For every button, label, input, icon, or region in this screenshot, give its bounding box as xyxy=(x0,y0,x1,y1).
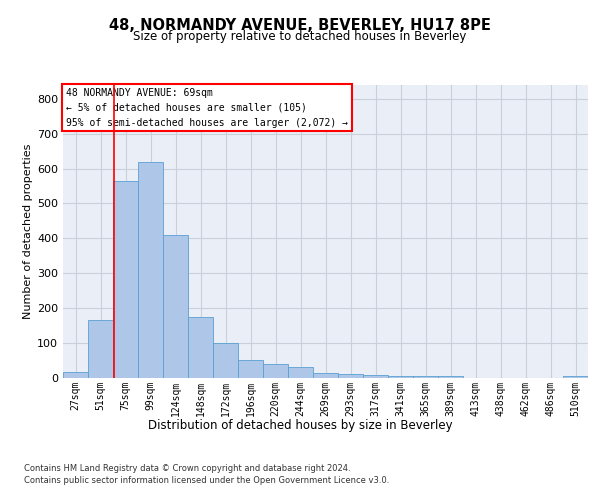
Bar xyxy=(213,342,238,378)
Bar xyxy=(63,372,88,378)
Bar xyxy=(413,376,438,378)
Bar xyxy=(138,162,163,378)
Text: Contains HM Land Registry data © Crown copyright and database right 2024.: Contains HM Land Registry data © Crown c… xyxy=(24,464,350,473)
Bar xyxy=(363,374,388,378)
Bar xyxy=(388,376,413,378)
Text: Contains public sector information licensed under the Open Government Licence v3: Contains public sector information licen… xyxy=(24,476,389,485)
Bar xyxy=(313,374,338,378)
Bar xyxy=(438,376,463,378)
Bar xyxy=(263,364,288,378)
Bar xyxy=(188,316,213,378)
Text: Distribution of detached houses by size in Beverley: Distribution of detached houses by size … xyxy=(148,419,452,432)
Bar xyxy=(238,360,263,378)
Bar xyxy=(563,376,588,378)
Bar xyxy=(88,320,113,378)
Bar xyxy=(288,367,313,378)
Bar xyxy=(338,374,363,378)
Bar xyxy=(113,181,138,378)
Text: 48, NORMANDY AVENUE, BEVERLEY, HU17 8PE: 48, NORMANDY AVENUE, BEVERLEY, HU17 8PE xyxy=(109,18,491,32)
Bar xyxy=(163,234,188,378)
Text: 48 NORMANDY AVENUE: 69sqm
← 5% of detached houses are smaller (105)
95% of semi-: 48 NORMANDY AVENUE: 69sqm ← 5% of detach… xyxy=(65,88,347,128)
Y-axis label: Number of detached properties: Number of detached properties xyxy=(23,144,33,319)
Text: Size of property relative to detached houses in Beverley: Size of property relative to detached ho… xyxy=(133,30,467,43)
